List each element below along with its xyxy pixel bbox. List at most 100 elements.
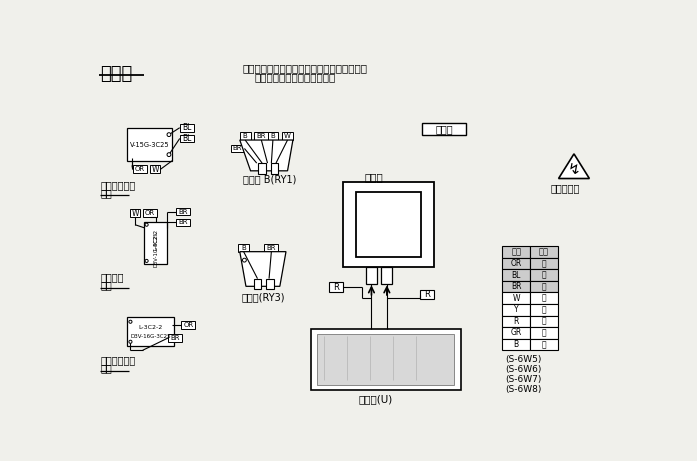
Bar xyxy=(422,123,466,136)
Text: (S-6W5): (S-6W5) xyxy=(505,355,542,364)
Text: B: B xyxy=(243,133,247,139)
Text: OR: OR xyxy=(511,259,522,268)
Text: Y: Y xyxy=(514,305,519,314)
Text: W: W xyxy=(284,133,291,139)
Text: BR: BR xyxy=(511,282,521,291)
Bar xyxy=(503,292,530,304)
Bar xyxy=(168,334,182,342)
Text: BR: BR xyxy=(178,219,187,225)
Text: 括号内所指为接插件的颜色。: 括号内所指为接插件的颜色。 xyxy=(254,72,336,82)
Text: 白: 白 xyxy=(542,294,546,303)
Text: W: W xyxy=(512,294,520,303)
Text: B: B xyxy=(270,133,275,139)
Bar xyxy=(180,124,194,131)
Circle shape xyxy=(129,320,132,323)
Bar xyxy=(503,246,530,258)
Bar xyxy=(176,219,190,226)
Text: 颜色: 颜色 xyxy=(539,248,549,257)
Bar xyxy=(366,267,377,284)
Bar xyxy=(181,321,195,329)
Text: R: R xyxy=(333,283,339,292)
Text: 橙: 橙 xyxy=(542,259,546,268)
Bar xyxy=(150,165,160,173)
Text: 磁控管: 磁控管 xyxy=(365,172,383,183)
Text: BR: BR xyxy=(233,146,243,152)
Text: BL: BL xyxy=(182,123,192,132)
Polygon shape xyxy=(240,140,293,171)
Text: 棕: 棕 xyxy=(542,282,546,291)
Bar xyxy=(530,292,558,304)
Bar xyxy=(143,209,157,217)
Text: L-3C2-2: L-3C2-2 xyxy=(153,228,158,249)
Bar xyxy=(282,132,293,140)
Text: BR: BR xyxy=(170,335,180,341)
Text: 符号: 符号 xyxy=(511,248,521,257)
Circle shape xyxy=(167,133,171,136)
Text: 蓝: 蓝 xyxy=(542,271,546,280)
Bar xyxy=(231,145,245,152)
Text: OR: OR xyxy=(135,166,145,172)
Text: (S-6W7): (S-6W7) xyxy=(505,375,542,384)
Bar xyxy=(132,165,146,173)
Text: 红: 红 xyxy=(542,317,546,326)
Bar xyxy=(420,290,434,299)
Bar xyxy=(503,258,530,269)
Bar xyxy=(254,132,268,140)
Text: 灰: 灰 xyxy=(542,328,546,337)
Text: (S-6W6): (S-6W6) xyxy=(505,365,542,374)
Text: D3V-16G-3C25: D3V-16G-3C25 xyxy=(130,334,171,339)
Circle shape xyxy=(167,153,171,157)
Text: 黄: 黄 xyxy=(542,305,546,314)
Text: BR: BR xyxy=(256,133,266,139)
Text: 中部: 中部 xyxy=(100,280,112,290)
Bar xyxy=(503,281,530,292)
Text: 注：置换元件时，请按图所示检查导线颜色。: 注：置换元件时，请按图所示检查导线颜色。 xyxy=(243,63,368,73)
Bar xyxy=(254,278,261,289)
Circle shape xyxy=(145,260,148,262)
Text: BL: BL xyxy=(182,134,192,143)
Bar xyxy=(238,244,249,252)
Text: R: R xyxy=(424,290,430,299)
Bar xyxy=(128,129,172,161)
Text: 注意：高压: 注意：高压 xyxy=(551,183,580,193)
Bar xyxy=(343,183,434,267)
Bar xyxy=(259,163,266,174)
Text: V-15G-3C25: V-15G-3C25 xyxy=(130,142,169,148)
Bar xyxy=(268,132,278,140)
Text: 初级磁锁开关: 初级磁锁开关 xyxy=(100,180,136,190)
Bar xyxy=(503,304,530,316)
Text: 继电器 B(RY1): 继电器 B(RY1) xyxy=(243,175,296,185)
Text: OR: OR xyxy=(145,210,155,216)
Text: 黑: 黑 xyxy=(542,340,546,349)
Text: B: B xyxy=(241,245,246,251)
Bar xyxy=(381,267,392,284)
Bar xyxy=(530,339,558,350)
Text: 变频器(U): 变频器(U) xyxy=(358,394,392,404)
Text: 新高压: 新高压 xyxy=(435,124,452,134)
Text: 短路开关: 短路开关 xyxy=(100,272,124,283)
Bar xyxy=(311,329,461,390)
Text: B: B xyxy=(514,340,519,349)
Bar xyxy=(317,334,454,385)
Bar xyxy=(264,244,278,252)
Circle shape xyxy=(243,258,246,262)
Bar xyxy=(530,281,558,292)
Bar xyxy=(530,258,558,269)
Text: W: W xyxy=(131,209,139,218)
Text: 次级磁锁开关: 次级磁锁开关 xyxy=(100,355,136,366)
Text: GR: GR xyxy=(511,328,522,337)
Bar xyxy=(503,327,530,339)
Text: D3V-1G-4C25: D3V-1G-4C25 xyxy=(153,231,158,267)
Bar xyxy=(329,283,343,292)
Bar xyxy=(130,209,141,217)
Circle shape xyxy=(145,223,148,226)
Polygon shape xyxy=(240,252,286,286)
Bar xyxy=(503,269,530,281)
Bar xyxy=(270,163,278,174)
Text: 继电器(RY3): 继电器(RY3) xyxy=(241,292,285,302)
Bar xyxy=(530,246,558,258)
Bar xyxy=(503,316,530,327)
Text: R: R xyxy=(514,317,519,326)
Text: 顶部: 顶部 xyxy=(100,188,112,198)
Bar xyxy=(176,208,190,215)
